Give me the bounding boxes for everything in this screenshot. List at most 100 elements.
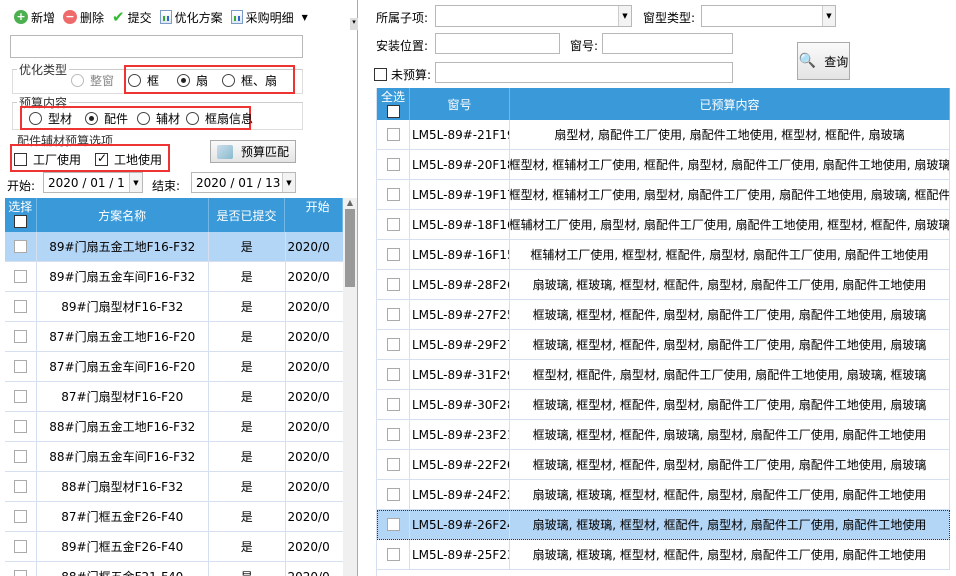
dropdown-arrow-icon[interactable]: ▼: [822, 6, 835, 26]
col-select-all[interactable]: 全选: [377, 88, 410, 120]
optimize-plan-button[interactable]: 优化方案: [159, 9, 223, 26]
select-cell[interactable]: [377, 270, 410, 299]
select-cell[interactable]: [5, 322, 37, 351]
table-row[interactable]: LM5L-89#-21F19 扇型材, 扇配件工厂使用, 扇配件工地使用, 框型材…: [377, 120, 950, 150]
table-row[interactable]: LM5L-89#-22F20 框玻璃, 框型材, 框配件, 扇型材, 扇配件工厂使…: [377, 450, 950, 480]
delete-button[interactable]: − 删除: [63, 9, 104, 26]
select-cell[interactable]: [377, 390, 410, 419]
row-checkbox[interactable]: [386, 188, 400, 201]
dropdown-arrow-icon[interactable]: ▼: [129, 173, 142, 192]
table-row[interactable]: LM5L-89#-24F22 扇玻璃, 框玻璃, 框型材, 框配件, 扇型材, 扇…: [377, 480, 950, 510]
row-checkbox[interactable]: [386, 338, 400, 351]
table-row[interactable]: LM5L-89#-19F17 框型材, 框辅材工厂使用, 扇型材, 扇配件工厂使用…: [377, 180, 950, 210]
row-checkbox[interactable]: [13, 240, 27, 253]
row-checkbox[interactable]: [386, 368, 400, 381]
row-checkbox[interactable]: [386, 428, 400, 441]
col-submitted[interactable]: 是否已提交: [209, 198, 286, 232]
row-checkbox[interactable]: [13, 420, 27, 433]
table-row[interactable]: LM5L-89#-25F23 扇玻璃, 框玻璃, 框型材, 框配件, 扇型材, 扇…: [377, 540, 950, 570]
table-row[interactable]: 89#门扇五金车间F16-F32 是 2020/0: [5, 262, 343, 292]
row-checkbox[interactable]: [13, 390, 27, 403]
radio-frame-sash-info[interactable]: 框扇信息: [186, 110, 253, 127]
row-checkbox[interactable]: [386, 458, 400, 471]
row-checkbox[interactable]: [13, 540, 27, 553]
site-use-checkbox[interactable]: 工地使用: [95, 151, 162, 168]
dropdown-arrow-icon[interactable]: ▼: [282, 173, 295, 192]
select-cell[interactable]: [5, 502, 37, 531]
table-row[interactable]: 89#门扇型材F16-F32 是 2020/0: [5, 292, 343, 322]
window-type-combo[interactable]: ▼: [701, 5, 836, 27]
row-checkbox[interactable]: [386, 488, 400, 501]
table-row[interactable]: LM5L-89#-30F28 框玻璃, 框型材, 框配件, 扇型材, 扇配件工厂使…: [377, 390, 950, 420]
row-checkbox[interactable]: [13, 510, 27, 523]
table-row[interactable]: 88#门扇型材F16-F32 是 2020/0: [5, 472, 343, 502]
select-cell[interactable]: [377, 240, 410, 269]
select-all-checkbox[interactable]: [386, 105, 400, 118]
row-checkbox[interactable]: [386, 308, 400, 321]
select-cell[interactable]: [377, 420, 410, 449]
row-checkbox[interactable]: [386, 518, 400, 531]
select-cell[interactable]: [377, 330, 410, 359]
row-checkbox[interactable]: [13, 300, 27, 313]
row-checkbox[interactable]: [386, 128, 400, 141]
dropdown-arrow-icon[interactable]: ▼: [618, 6, 631, 26]
table-row[interactable]: 88#门扇五金工地F16-F32 是 2020/0: [5, 412, 343, 442]
table-row[interactable]: 88#门扇五金车间F16-F32 是 2020/0: [5, 442, 343, 472]
select-cell[interactable]: [5, 412, 37, 441]
factory-use-checkbox[interactable]: 工厂使用: [14, 151, 81, 168]
row-checkbox[interactable]: [13, 270, 27, 283]
table-row[interactable]: 87#门扇五金工地F16-F20 是 2020/0: [5, 322, 343, 352]
table-row[interactable]: 87#门扇型材F16-F20 是 2020/0: [5, 382, 343, 412]
select-cell[interactable]: [377, 150, 410, 179]
radio-sash[interactable]: 扇: [177, 72, 208, 89]
window-no-input[interactable]: [602, 33, 733, 54]
radio-frame[interactable]: 框: [128, 72, 159, 89]
select-cell[interactable]: [377, 450, 410, 479]
radio-frame-sash[interactable]: 框、扇: [222, 72, 277, 89]
row-checkbox[interactable]: [13, 360, 27, 373]
row-checkbox[interactable]: [13, 570, 27, 576]
budget-match-button[interactable]: 预算匹配: [210, 140, 296, 163]
unbudgeted-checkbox[interactable]: 未预算:: [374, 66, 431, 83]
query-button[interactable]: 🔍 查询: [797, 42, 850, 80]
table-row[interactable]: LM5L-89#-26F24 扇玻璃, 框玻璃, 框型材, 框配件, 扇型材, 扇…: [377, 510, 950, 540]
row-checkbox[interactable]: [386, 398, 400, 411]
scroll-up-icon[interactable]: ▲: [346, 198, 354, 207]
select-cell[interactable]: [5, 352, 37, 381]
col-budgeted-content[interactable]: 已预算内容: [510, 88, 950, 120]
row-checkbox[interactable]: [386, 278, 400, 291]
select-cell[interactable]: [5, 562, 37, 576]
radio-hardware[interactable]: 配件: [85, 110, 128, 127]
row-checkbox[interactable]: [386, 248, 400, 261]
table-row[interactable]: LM5L-89#-28F26 扇玻璃, 框玻璃, 框型材, 框配件, 扇型材, 扇…: [377, 270, 950, 300]
table-row[interactable]: LM5L-89#-16F15 框辅材工厂使用, 框型材, 框配件, 扇型材, 扇配…: [377, 240, 950, 270]
select-cell[interactable]: [5, 532, 37, 561]
table-row[interactable]: 87#门扇五金车间F16-F20 是 2020/0: [5, 352, 343, 382]
table-row[interactable]: LM5L-89#-18F16 框辅材工厂使用, 扇型材, 扇配件工厂使用, 扇配件…: [377, 210, 950, 240]
col-select[interactable]: 选择: [5, 198, 37, 232]
select-cell[interactable]: [377, 510, 410, 539]
scroll-thumb[interactable]: [345, 209, 355, 287]
subitem-combo[interactable]: ▼: [435, 5, 632, 27]
unbudgeted-input[interactable]: [435, 62, 733, 83]
col-start[interactable]: 开始: [285, 198, 343, 232]
select-cell[interactable]: [377, 300, 410, 329]
submit-button[interactable]: ✔ 提交: [112, 8, 152, 26]
add-button[interactable]: + 新增: [14, 9, 55, 26]
end-date-picker[interactable]: 2020 / 01 / 13 ▼: [191, 172, 296, 193]
select-cell[interactable]: [377, 540, 410, 569]
radio-whole-window[interactable]: 整窗: [71, 72, 114, 89]
plan-name-input[interactable]: [10, 35, 303, 58]
row-checkbox[interactable]: [13, 330, 27, 343]
row-checkbox[interactable]: [386, 158, 400, 171]
toolbar-more-icon[interactable]: ▼: [301, 12, 308, 22]
select-all-checkbox[interactable]: [13, 215, 27, 228]
row-checkbox[interactable]: [13, 480, 27, 493]
radio-accessory[interactable]: 辅材: [137, 110, 180, 127]
row-checkbox[interactable]: [386, 218, 400, 231]
col-plan-name[interactable]: 方案名称: [37, 198, 209, 232]
select-cell[interactable]: [377, 360, 410, 389]
select-cell[interactable]: [5, 262, 37, 291]
table-row[interactable]: LM5L-89#-31F29 框型材, 框配件, 扇型材, 扇配件工厂使用, 扇配…: [377, 360, 950, 390]
table-row[interactable]: LM5L-89#-20F18 框型材, 框辅材工厂使用, 框配件, 扇型材, 扇配…: [377, 150, 950, 180]
